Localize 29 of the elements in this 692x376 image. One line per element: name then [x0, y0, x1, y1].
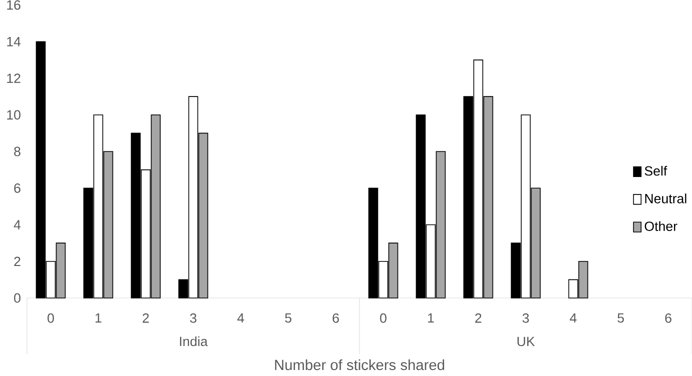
x-tick-label: 4 [237, 313, 244, 323]
x-tick-label: 4 [570, 313, 577, 323]
y-tick-label: 6 [14, 183, 20, 193]
legend-label: Self [644, 166, 668, 176]
x-tick-label: 0 [48, 313, 54, 323]
text: UK [518, 336, 535, 346]
x-tick-label: 0 [380, 313, 386, 323]
text: India [180, 336, 208, 346]
y-tick-label: 14 [7, 37, 21, 46]
y-tick-label: 16 [7, 0, 20, 10]
y-tick-label: 12 [7, 74, 20, 83]
y-tick-label: 4 [14, 220, 21, 230]
x-tick-label: 1 [428, 313, 434, 323]
x-tick-label: 1 [96, 313, 102, 323]
x-tick-label: 6 [332, 313, 339, 323]
y-tick-label: 10 [7, 110, 20, 120]
x-tick-label: 3 [522, 313, 529, 323]
legend-label: Other [644, 221, 678, 231]
x-tick-label: 5 [618, 313, 624, 323]
x-tick-label: 5 [285, 313, 292, 323]
y-tick-label: 8 [14, 146, 20, 156]
legend-label: Neutral [645, 194, 686, 204]
x-tick-label: 6 [665, 313, 672, 323]
x-tick-label: 2 [142, 313, 149, 323]
x-tick-label: 3 [190, 313, 196, 323]
y-tick-label: 2 [14, 256, 20, 266]
x-axis-title: Number of stickers shared [275, 359, 444, 370]
x-tick-label: 2 [475, 313, 482, 323]
y-tick-label: 0 [14, 293, 20, 303]
